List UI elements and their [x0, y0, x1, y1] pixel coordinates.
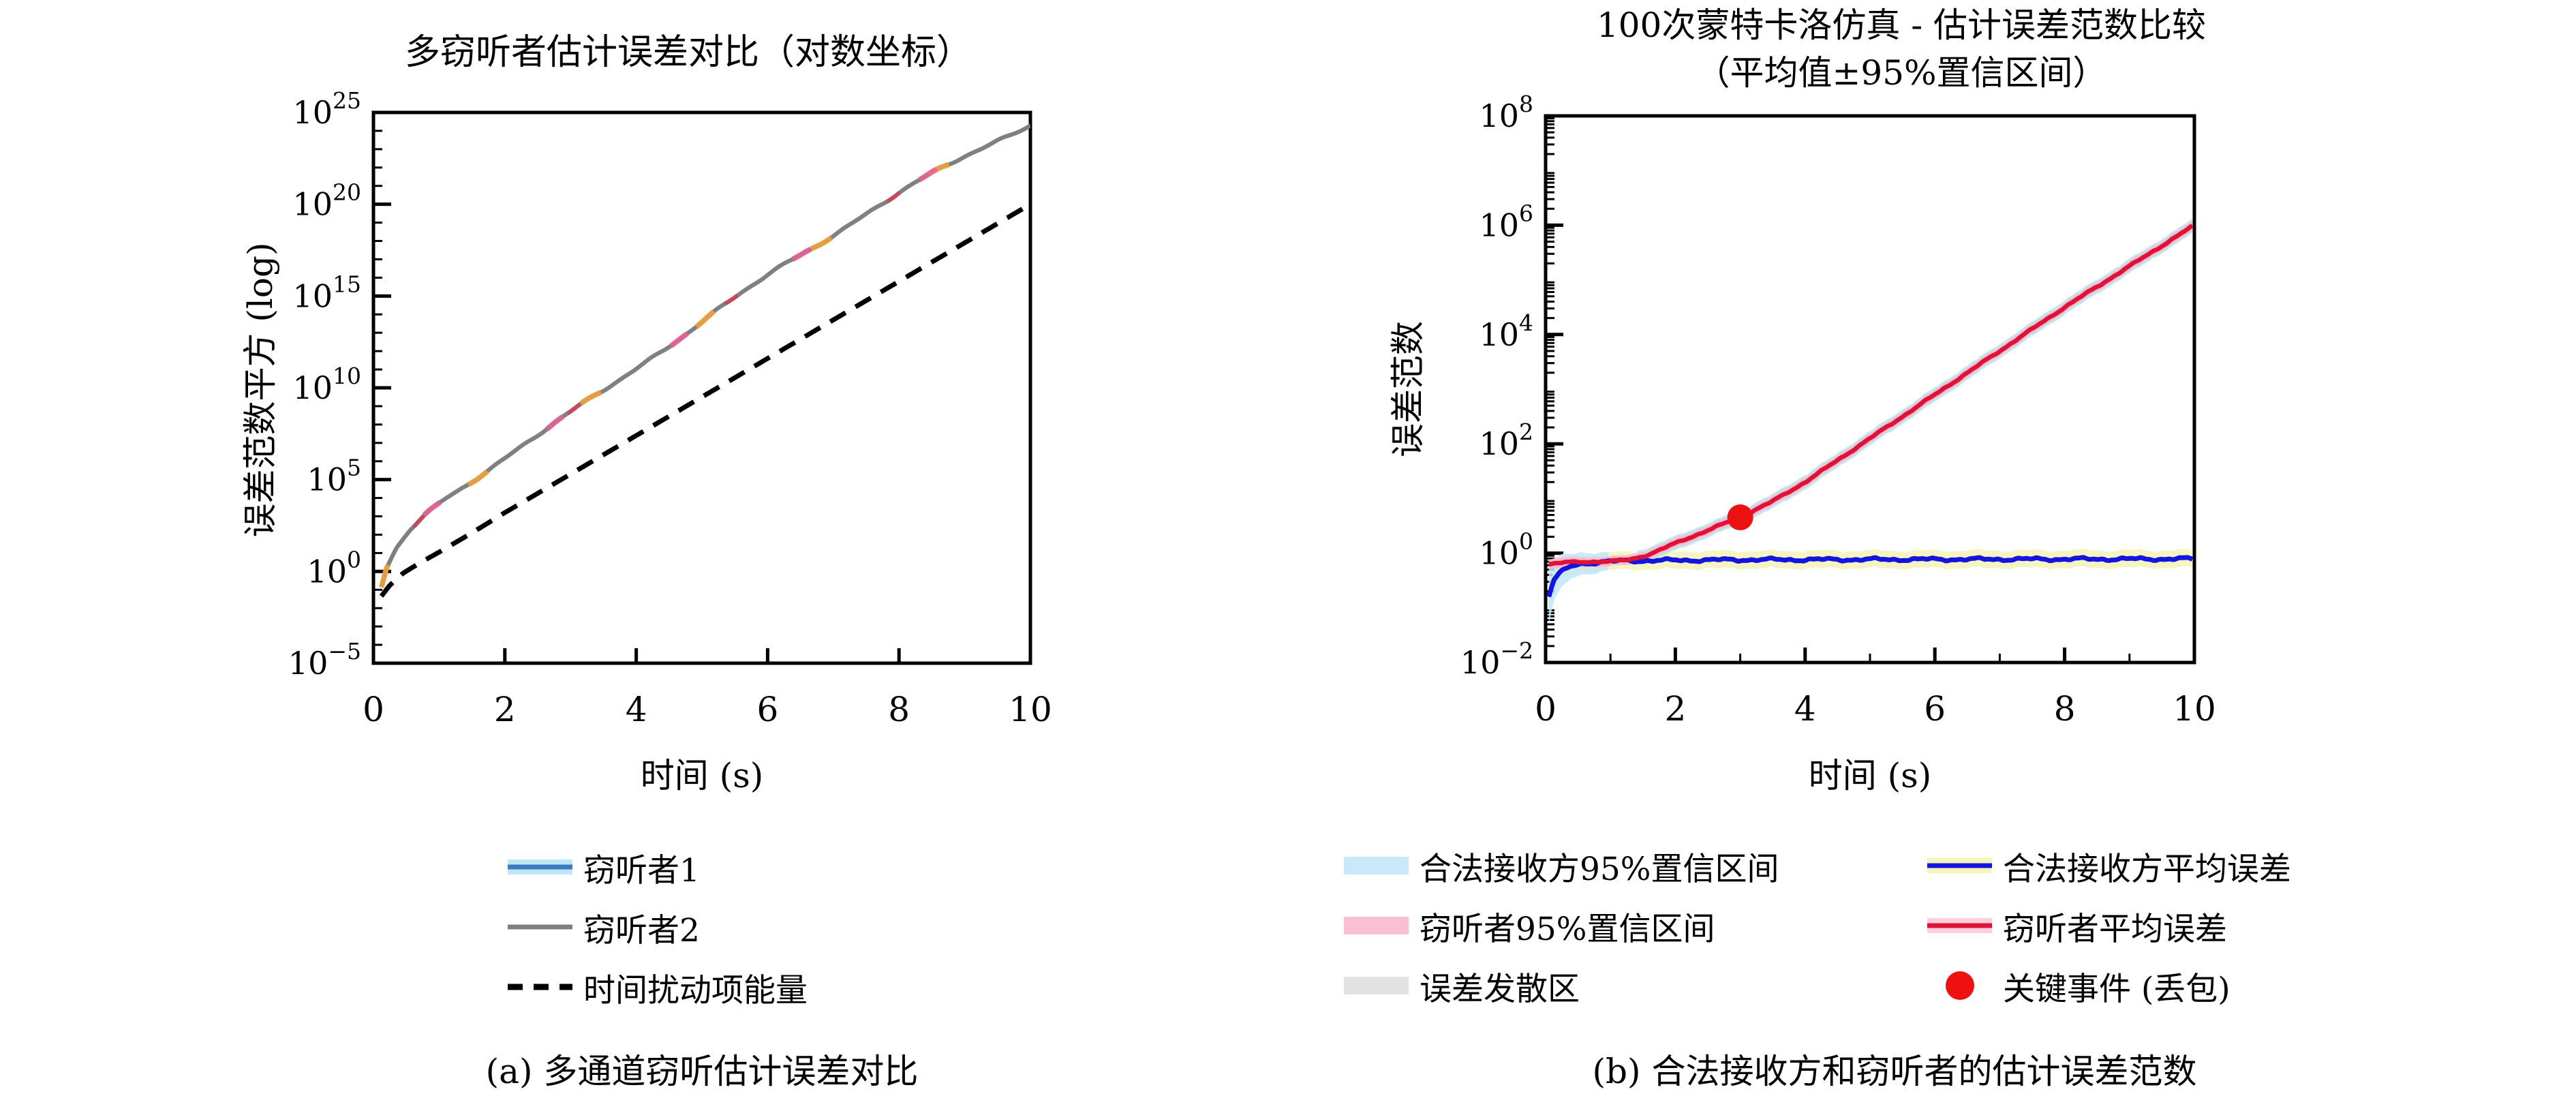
eavesdropper1-line-swatch: [508, 851, 572, 883]
legend-item-key-event: 关键事件 (丢包): [1927, 956, 2291, 1016]
left-y-axis-label: 误差范数平方 (log): [241, 242, 280, 538]
legend-item-eve-ci: 窃听者95%置信区间: [1344, 896, 1927, 956]
perturbation-dashed-line-swatch: [508, 971, 572, 1003]
svg-text:2: 2: [1664, 689, 1686, 729]
legend-label: 窃听者95%置信区间: [1420, 910, 1715, 948]
legend-label: 误差发散区: [1420, 970, 1580, 1008]
legend-item-perturbation: 时间扰动项能量: [508, 957, 808, 1017]
svg-text:4: 4: [1794, 689, 1816, 729]
legend-label: 合法接收方95%置信区间: [1420, 850, 1779, 888]
svg-text:102: 102: [1479, 418, 1533, 462]
right-y-axis-label: 误差范数: [1388, 321, 1428, 457]
right-chart-title-line2: （平均值±95%置信区间）: [1696, 53, 2107, 93]
svg-text:108: 108: [1479, 91, 1533, 134]
svg-text:104: 104: [1479, 309, 1533, 353]
legend-label: 时间扰动项能量: [583, 971, 808, 1009]
svg-text:6: 6: [1924, 689, 1946, 729]
svg-text:10−5: 10−5: [288, 638, 361, 682]
svg-text:1015: 1015: [292, 271, 361, 314]
right-chart-title-line1: 100次蒙特卡洛仿真 - 估计误差范数比较: [1596, 5, 2207, 45]
svg-text:0: 0: [363, 690, 384, 729]
eve-ci-patch-swatch: [1344, 917, 1409, 934]
legend-item-bob-ci: 合法接收方95%置信区间: [1344, 836, 1927, 896]
eve-mean-line-swatch: [1927, 910, 1992, 941]
eavesdropper2-line-swatch: [508, 911, 572, 943]
legend-item-bob-mean: 合法接收方平均误差: [1927, 836, 2291, 896]
key-event-dot-swatch: [1927, 970, 1992, 1001]
svg-text:100: 100: [1479, 528, 1533, 572]
legend-item-eavesdropper2: 窃听者2: [508, 897, 808, 957]
diverge-zone-patch-swatch: [1344, 977, 1409, 994]
bob-ci-patch-swatch: [1344, 857, 1409, 874]
svg-text:1025: 1025: [292, 87, 361, 131]
svg-text:105: 105: [307, 455, 361, 498]
svg-text:8: 8: [888, 690, 910, 729]
legend-label: 合法接收方平均误差: [2003, 850, 2291, 888]
legend-label: 关键事件 (丢包): [2003, 970, 2230, 1008]
svg-text:100: 100: [307, 546, 361, 590]
key-event-marker: [1727, 504, 1753, 531]
bob-mean-line-swatch: [1927, 850, 1992, 881]
legend-label: 窃听者2: [583, 911, 700, 949]
legend-item-eavesdropper1: 窃听者1: [508, 837, 808, 897]
svg-text:4: 4: [626, 690, 647, 729]
legend-item-eve-mean: 窃听者平均误差: [1927, 896, 2291, 956]
svg-text:10: 10: [1009, 690, 1052, 729]
svg-text:2: 2: [494, 690, 516, 729]
right-x-axis-label: 时间 (s): [1808, 756, 1932, 795]
svg-text:10−2: 10−2: [1460, 637, 1533, 681]
svg-text:10: 10: [2173, 689, 2216, 729]
right-caption: (b) 合法接收方和窃听者的估计误差范数: [1592, 1052, 2197, 1091]
svg-text:0: 0: [1535, 689, 1557, 729]
svg-text:1020: 1020: [292, 179, 361, 223]
left-legend: 窃听者1 窃听者2 时间扰动项能量: [508, 837, 808, 1017]
right-chart-title: 100次蒙特卡洛仿真 - 估计误差范数比较 （平均值±95%置信区间）: [1597, 1, 2206, 97]
left-x-axis-label: 时间 (s): [640, 756, 764, 795]
svg-text:8: 8: [2054, 689, 2076, 729]
legend-label: 窃听者平均误差: [2003, 910, 2227, 948]
legend-item-diverge-zone: 误差发散区: [1344, 956, 1927, 1016]
svg-text:6: 6: [756, 690, 778, 729]
svg-text:106: 106: [1479, 200, 1533, 243]
legend-label: 窃听者1: [583, 851, 700, 889]
svg-text:1010: 1010: [292, 363, 361, 406]
left-caption: (a) 多通道窃听估计误差对比: [485, 1052, 919, 1091]
right-legend: 合法接收方95%置信区间 合法接收方平均误差 窃听者95%置信区间 窃听者平均误…: [1344, 836, 2291, 1016]
left-chart-title: 多窃听者估计误差对比（对数坐标）: [404, 32, 972, 73]
